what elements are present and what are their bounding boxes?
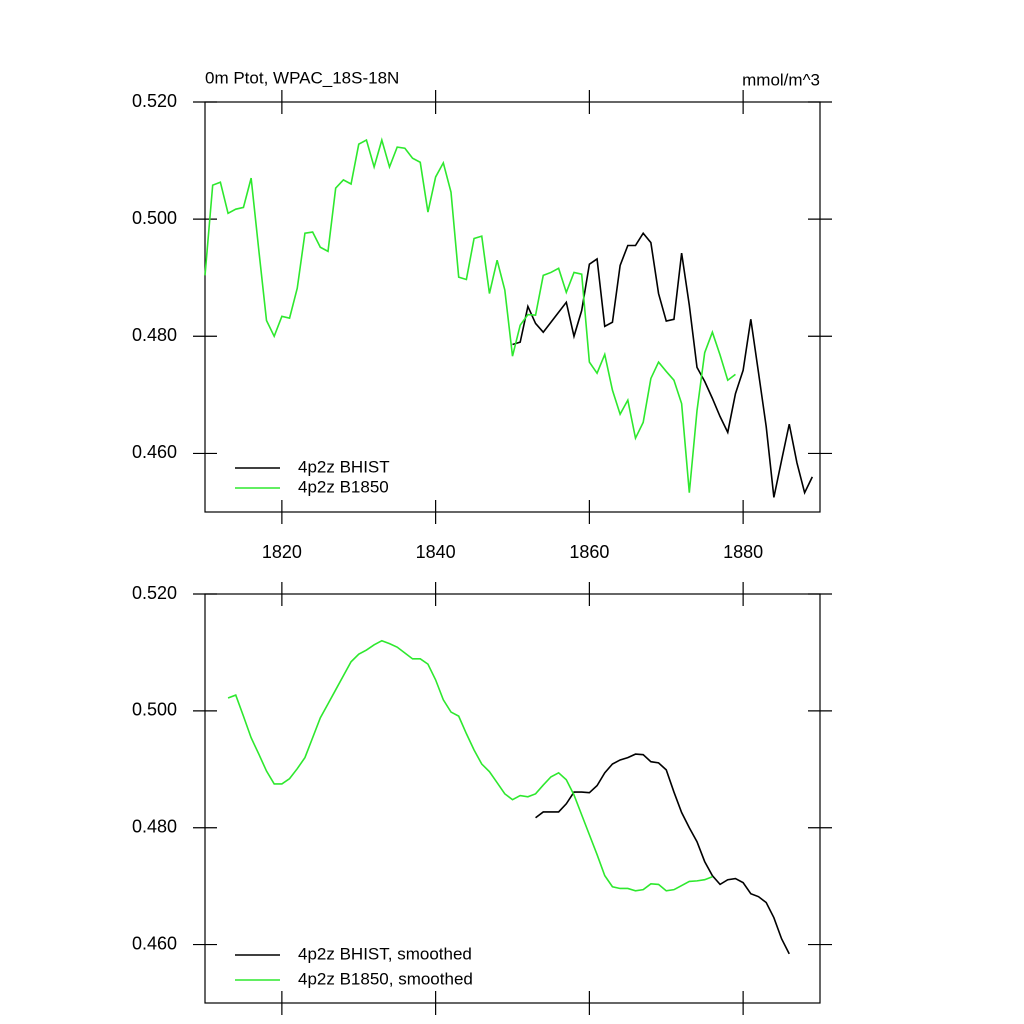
legend-label: 4p2z B1850, smoothed — [298, 969, 473, 988]
chart-title: 0m Ptot, WPAC_18S-18N — [205, 68, 399, 87]
units-label: mmol/m^3 — [742, 70, 820, 89]
data-line — [227, 639, 713, 892]
y-tick-label: 0.480 — [132, 325, 177, 345]
x-tick-label: 1860 — [569, 542, 609, 562]
legend-label: 4p2z BHIST, smoothed — [298, 944, 472, 963]
y-tick-label: 0.500 — [132, 208, 177, 228]
data-line — [512, 231, 814, 498]
y-tick-label: 0.520 — [132, 91, 177, 111]
plot-frame — [204, 101, 821, 513]
plot-frame — [204, 593, 821, 1004]
y-tick-label: 0.460 — [132, 933, 177, 953]
legend-label: 4p2z B1850 — [298, 477, 389, 496]
y-tick-label: 0.520 — [132, 583, 177, 603]
y-tick-label: 0.500 — [132, 700, 177, 720]
y-tick-label: 0.480 — [132, 816, 177, 836]
x-tick-label: 1880 — [723, 542, 763, 562]
x-tick-label: 1820 — [262, 542, 302, 562]
y-tick-label: 0.460 — [132, 442, 177, 462]
x-tick-label: 1840 — [416, 542, 456, 562]
data-line — [535, 753, 790, 955]
legend-label: 4p2z BHIST — [298, 457, 390, 476]
data-line — [204, 137, 736, 493]
